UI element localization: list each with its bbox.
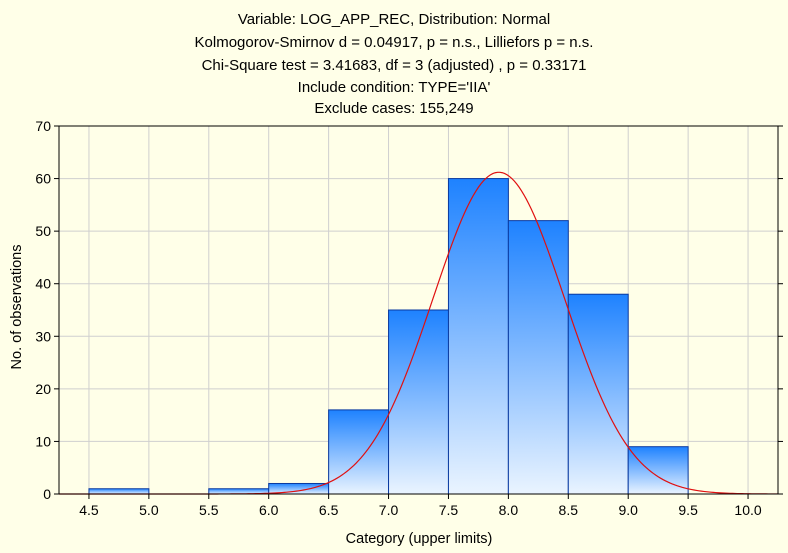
title-line-1: Variable: LOG_APP_REC, Distribution: Nor…	[238, 11, 550, 28]
x-tick-label: 9.5	[678, 502, 698, 518]
y-tick-label: 60	[35, 171, 51, 187]
y-tick-label: 20	[35, 381, 51, 397]
histogram-bar	[507, 220, 569, 495]
histogram-bar	[388, 309, 449, 495]
x-tick-label: 7.5	[439, 502, 459, 518]
y-tick-label: 0	[43, 486, 51, 502]
title-line-4: Include condition: TYPE='IIA'	[298, 79, 491, 96]
x-tick-label: 8.0	[499, 502, 519, 518]
x-tick-label: 5.0	[139, 502, 159, 518]
x-axis-ticks: 4.5 5.0 5.5 6.0 6.5 7.0 7.5 8.0 8.5 9.0 9.5 10.0	[79, 494, 762, 518]
x-tick-label: 6.5	[319, 502, 339, 518]
plot-area	[58, 125, 779, 495]
x-tick-label: 4.5	[79, 502, 99, 518]
x-tick-label: 7.0	[379, 502, 399, 518]
histogram-bar	[88, 488, 150, 495]
histogram-bar	[447, 178, 509, 495]
x-tick-label: 9.0	[618, 502, 638, 518]
y-tick-label: 50	[35, 223, 51, 239]
histogram-bar	[328, 409, 390, 495]
x-tick-label: 5.5	[199, 502, 219, 518]
x-tick-label: 10.0	[734, 502, 761, 518]
x-tick-label: 8.5	[559, 502, 579, 518]
y-tick-label: 30	[35, 328, 51, 344]
title-line-2: Kolmogorov-Smirnov d = 0.04917, p = n.s.…	[195, 34, 594, 51]
x-axis-title: Category (upper limits)	[346, 531, 493, 547]
histogram-bars	[88, 178, 689, 495]
y-axis-title: No. of observations	[9, 245, 25, 370]
chart-title: Variable: LOG_APP_REC, Distribution: Nor…	[195, 11, 594, 117]
y-tick-label: 10	[35, 433, 51, 449]
histogram-bar	[567, 293, 629, 495]
x-tick-label: 6.0	[259, 502, 279, 518]
title-line-3: Chi-Square test = 3.41683, df = 3 (adjus…	[202, 57, 587, 74]
y-axis-ticks: 0 10 20 30 40 50 60 70	[35, 118, 783, 502]
title-line-5: Exclude cases: 155,249	[314, 100, 473, 117]
y-tick-label: 70	[35, 118, 51, 134]
y-tick-label: 40	[35, 276, 51, 292]
